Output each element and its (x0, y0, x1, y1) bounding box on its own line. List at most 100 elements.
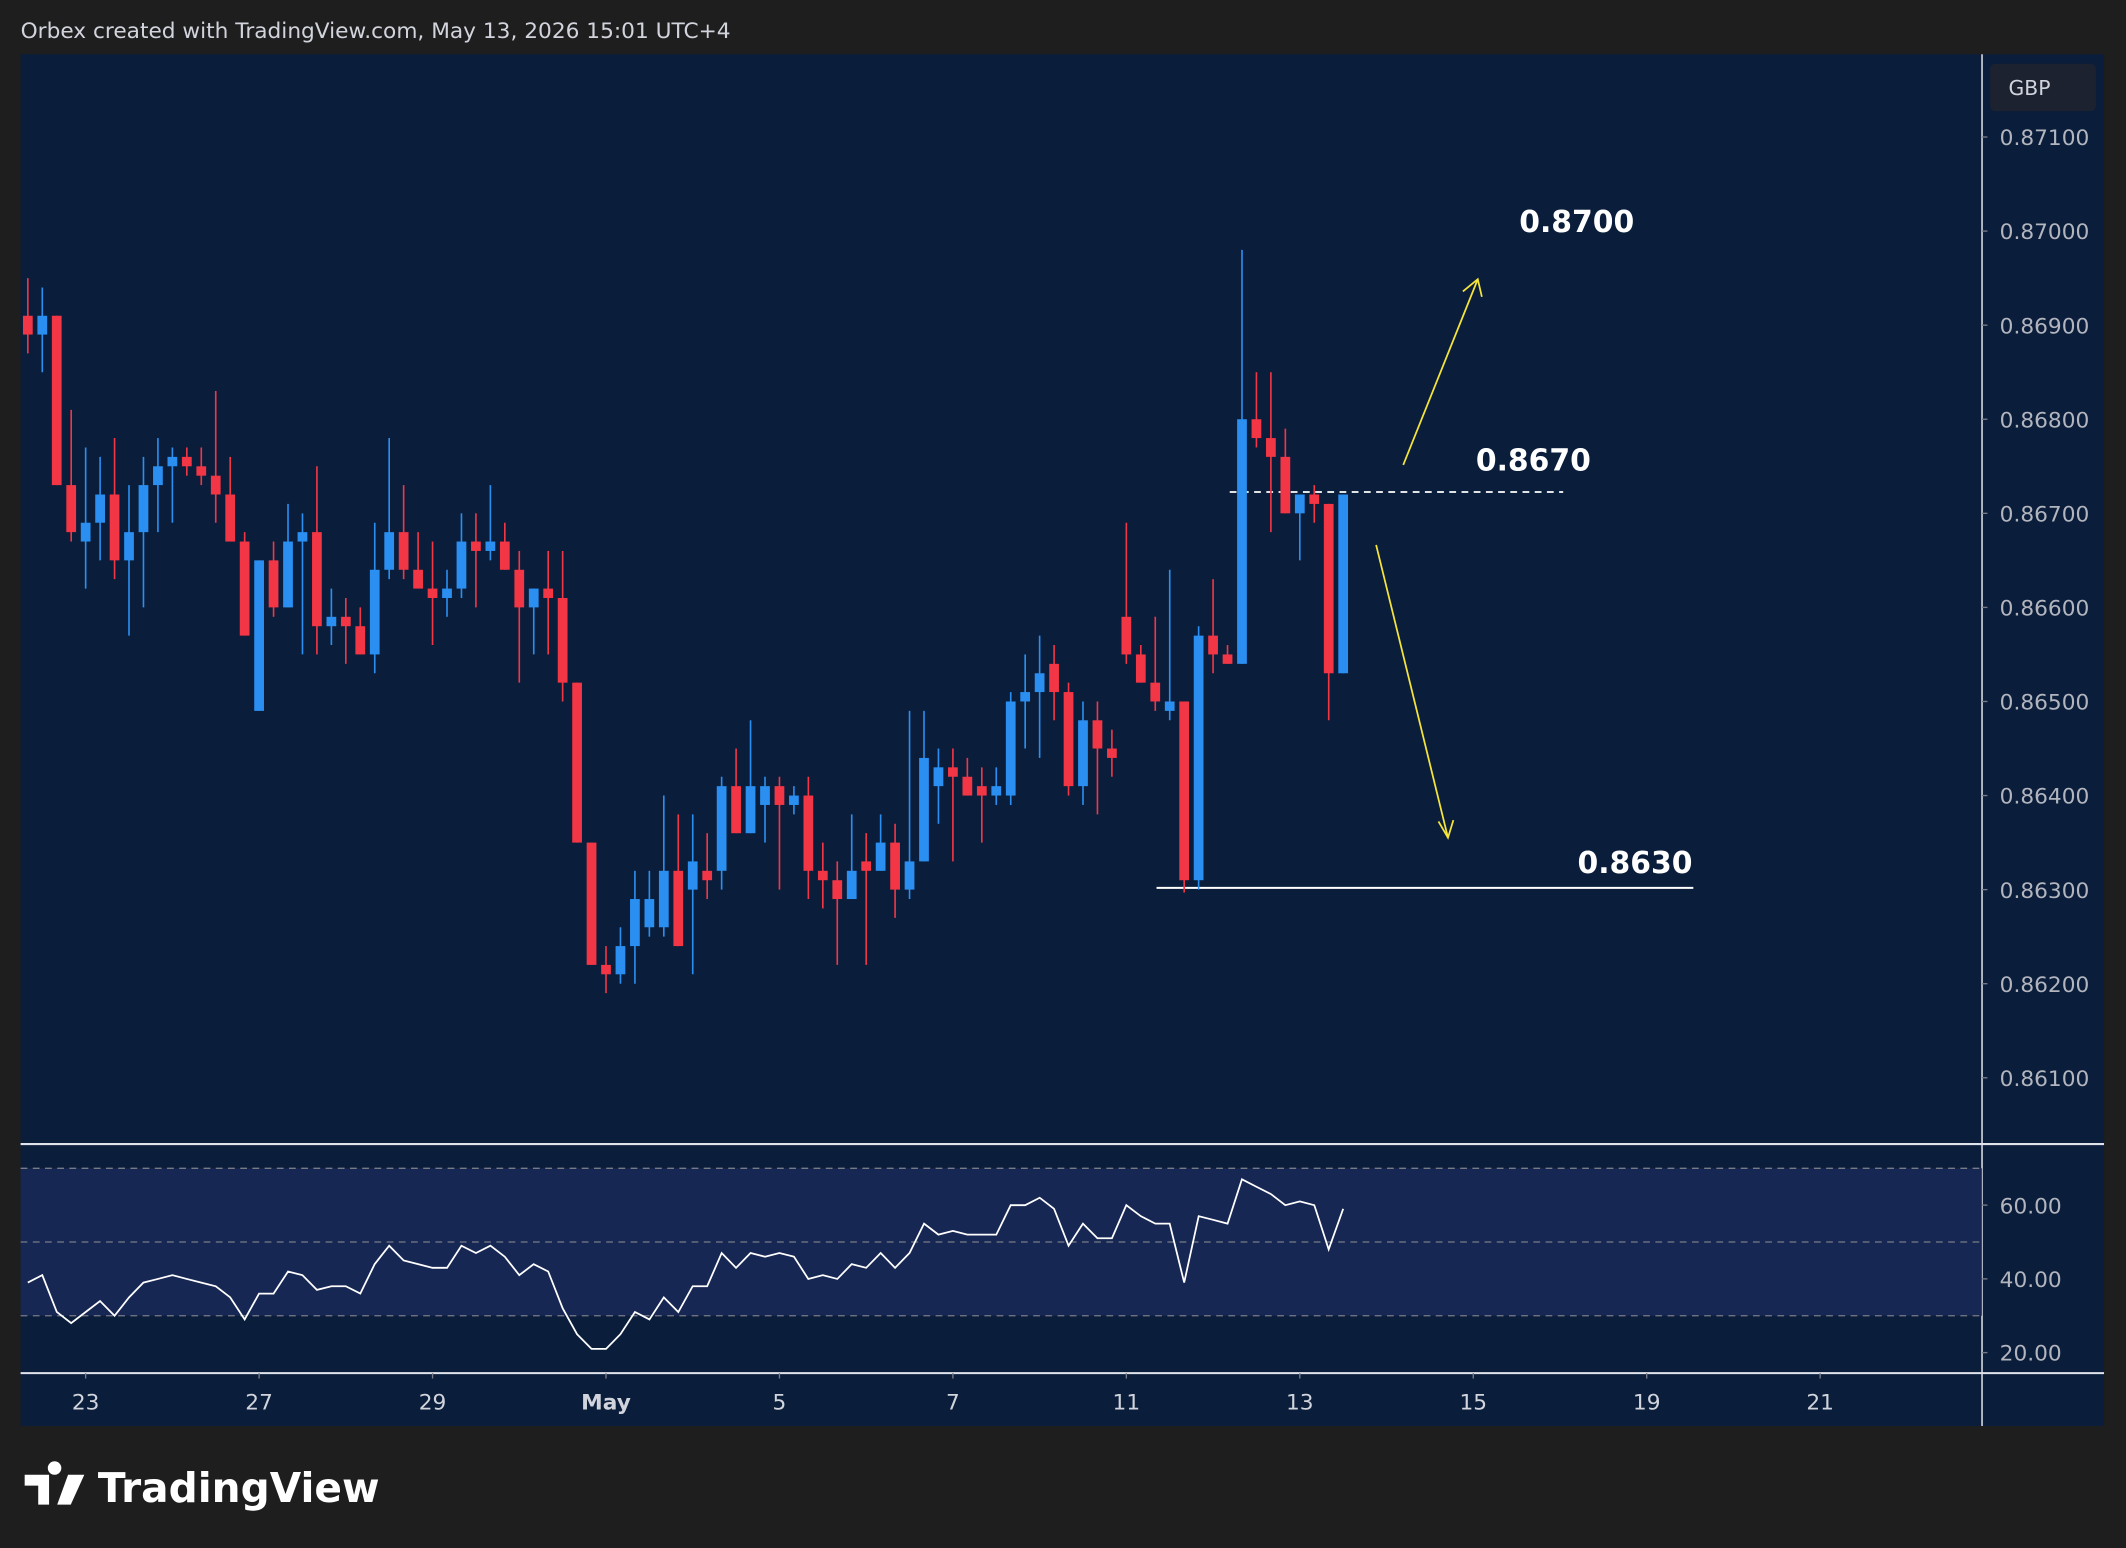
candle-body (442, 588, 452, 598)
candle-body (875, 842, 886, 871)
candle-body (51, 315, 62, 486)
candle-body (673, 870, 684, 947)
candle-body (1020, 692, 1031, 702)
candle-body (904, 861, 915, 890)
rsi-tick-label: 20.00 (2000, 1342, 2062, 1367)
arrow-up (1402, 278, 1479, 466)
candle-body (1092, 720, 1103, 749)
candle-body (962, 776, 973, 796)
candle-body (239, 541, 250, 636)
candle-body (471, 541, 481, 551)
rsi-tick-label: 40.00 (2000, 1268, 2062, 1293)
candle-body (181, 456, 192, 467)
rsi-tick-label: 60.00 (2000, 1194, 2062, 1219)
candle-body (745, 786, 756, 834)
candle-body (124, 532, 134, 561)
candle-body (225, 494, 236, 542)
candle-body (297, 532, 308, 542)
logo: TradingView (24, 1461, 380, 1512)
candle-body (731, 786, 741, 834)
candle-body (976, 786, 987, 796)
candle-body (1294, 494, 1305, 514)
candle-body (644, 899, 655, 928)
candle-body (1338, 494, 1349, 674)
candle-body (1222, 654, 1233, 664)
candle-body (1005, 701, 1016, 796)
candle-body (312, 532, 322, 627)
x-tick-label: 21 (1806, 1391, 1834, 1416)
candle-body (1107, 748, 1117, 758)
candle-body (210, 475, 221, 495)
candle-body (846, 870, 857, 900)
x-tick-label: 11 (1113, 1391, 1141, 1416)
x-tick-label: 7 (946, 1391, 960, 1416)
candle-body (601, 964, 611, 975)
candle-body (456, 541, 467, 589)
candle-body (167, 456, 178, 467)
candle-body (398, 532, 409, 570)
candle-body (1078, 720, 1088, 787)
currency-box (1990, 63, 2096, 112)
y-tick-label: 0.86400 (2000, 785, 2090, 810)
candle-body (1193, 635, 1204, 881)
candle-body (528, 588, 539, 608)
candle-body (687, 861, 698, 890)
x-tick-label: 13 (1286, 1391, 1314, 1416)
candle-body (153, 466, 163, 486)
annotation: 0.8670 (1476, 443, 1591, 478)
x-tick-label: 29 (419, 1391, 447, 1416)
candle-body (1280, 456, 1291, 514)
y-tick-label: 0.87000 (2000, 220, 2090, 245)
x-tick-label: May (581, 1391, 631, 1416)
currency: GBP (2008, 76, 2050, 100)
candle-body (803, 795, 814, 871)
x-tick-label: 5 (773, 1391, 787, 1416)
candle-body (254, 560, 264, 711)
candle-body (774, 786, 785, 805)
candle-body (326, 616, 337, 627)
candle-body (1309, 494, 1320, 504)
candle-body (1251, 419, 1262, 439)
candle-body (427, 588, 438, 598)
candle-body (1049, 663, 1059, 693)
rsi-line (27, 1178, 1345, 1350)
candle-body (499, 541, 510, 570)
candle-body (95, 494, 105, 523)
candle-body (586, 842, 597, 965)
candle-body (1237, 419, 1247, 664)
candle-body (485, 541, 496, 551)
candle-body (1179, 701, 1190, 881)
x-tick-label: 19 (1633, 1391, 1661, 1416)
x-tick-label: 23 (72, 1391, 100, 1416)
candle-body (919, 757, 929, 862)
brand: TradingView (98, 1464, 380, 1512)
candle-body (66, 485, 77, 533)
candle-body (1323, 503, 1334, 674)
arrows (1375, 277, 1483, 840)
candle-body (1063, 692, 1074, 787)
y-tick-label: 0.86800 (2000, 408, 2090, 433)
candle-body (1121, 616, 1132, 655)
y-tick-label: 0.86100 (2000, 1067, 2090, 1092)
candle-body (615, 946, 626, 975)
candle-body (543, 588, 554, 598)
arrow-head (1437, 819, 1455, 840)
candle-body (1034, 673, 1045, 693)
y-tick-label: 0.86300 (2000, 879, 2090, 904)
candle-body (1208, 635, 1218, 655)
candle-body (557, 597, 568, 683)
y-tick-label: 0.86500 (2000, 691, 2090, 716)
candle-body (1266, 438, 1276, 457)
candle-body (355, 626, 366, 655)
candle-body (1135, 654, 1146, 683)
candle-body (196, 466, 207, 476)
price-axis (1982, 54, 2105, 1427)
candle-body (80, 522, 91, 542)
candle-body (789, 795, 799, 805)
candle-body (702, 870, 713, 881)
annotation: 0.8630 (1578, 846, 1693, 881)
candle-body (413, 569, 423, 589)
candle-body (933, 767, 944, 787)
